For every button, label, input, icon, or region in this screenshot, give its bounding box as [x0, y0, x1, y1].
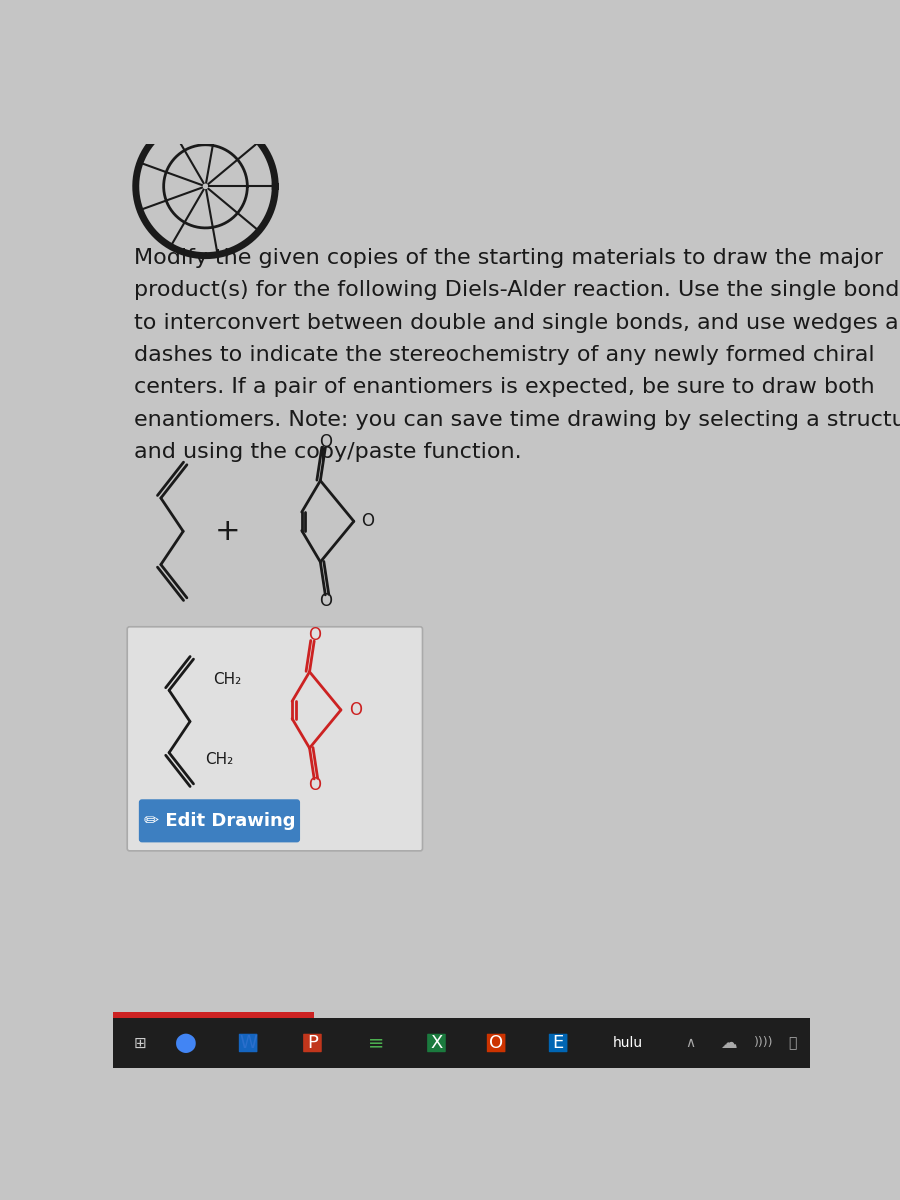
FancyBboxPatch shape — [428, 1033, 446, 1052]
Text: O: O — [348, 701, 362, 719]
Text: ✏ Edit Drawing: ✏ Edit Drawing — [144, 812, 295, 830]
Text: W: W — [239, 1034, 257, 1052]
FancyBboxPatch shape — [487, 1033, 506, 1052]
FancyBboxPatch shape — [303, 1033, 322, 1052]
Text: centers. If a pair of enantiomers is expected, be sure to draw both: centers. If a pair of enantiomers is exp… — [134, 377, 875, 397]
Text: 🔊: 🔊 — [788, 1036, 797, 1050]
Text: +: + — [214, 517, 240, 546]
Text: product(s) for the following Diels-Alder reaction. Use the single bond tool: product(s) for the following Diels-Alder… — [134, 281, 900, 300]
Text: P: P — [307, 1034, 318, 1052]
Text: O: O — [489, 1034, 503, 1052]
Text: CH₂: CH₂ — [205, 752, 234, 768]
Text: dashes to indicate the stereochemistry of any newly formed chiral: dashes to indicate the stereochemistry o… — [134, 344, 875, 365]
Text: E: E — [553, 1034, 563, 1052]
Text: and using the copy/paste function.: and using the copy/paste function. — [134, 442, 522, 462]
Text: ∧: ∧ — [685, 1036, 695, 1050]
Text: hulu: hulu — [613, 1036, 643, 1050]
Text: O: O — [308, 776, 320, 794]
Text: O: O — [308, 626, 320, 644]
Text: Modify the given copies of the starting materials to draw the major: Modify the given copies of the starting … — [134, 248, 883, 268]
Text: ≡: ≡ — [368, 1033, 384, 1052]
Text: O: O — [319, 592, 332, 610]
Text: )))): )))) — [754, 1037, 773, 1050]
Text: ☁: ☁ — [720, 1034, 737, 1052]
Bar — [112, 1012, 314, 1018]
Text: ⬤: ⬤ — [176, 1033, 197, 1052]
FancyBboxPatch shape — [127, 626, 422, 851]
FancyBboxPatch shape — [549, 1033, 567, 1052]
FancyBboxPatch shape — [238, 1033, 257, 1052]
Text: to interconvert between double and single bonds, and use wedges and: to interconvert between double and singl… — [134, 313, 900, 332]
FancyBboxPatch shape — [139, 799, 300, 842]
Text: O: O — [319, 432, 332, 450]
Text: enantiomers. Note: you can save time drawing by selecting a structure: enantiomers. Note: you can save time dra… — [134, 409, 900, 430]
Text: O: O — [362, 512, 374, 530]
Text: CH₂: CH₂ — [213, 672, 241, 686]
Bar — [112, 1018, 810, 1068]
Text: ⊞: ⊞ — [133, 1036, 146, 1050]
Text: X: X — [430, 1034, 443, 1052]
